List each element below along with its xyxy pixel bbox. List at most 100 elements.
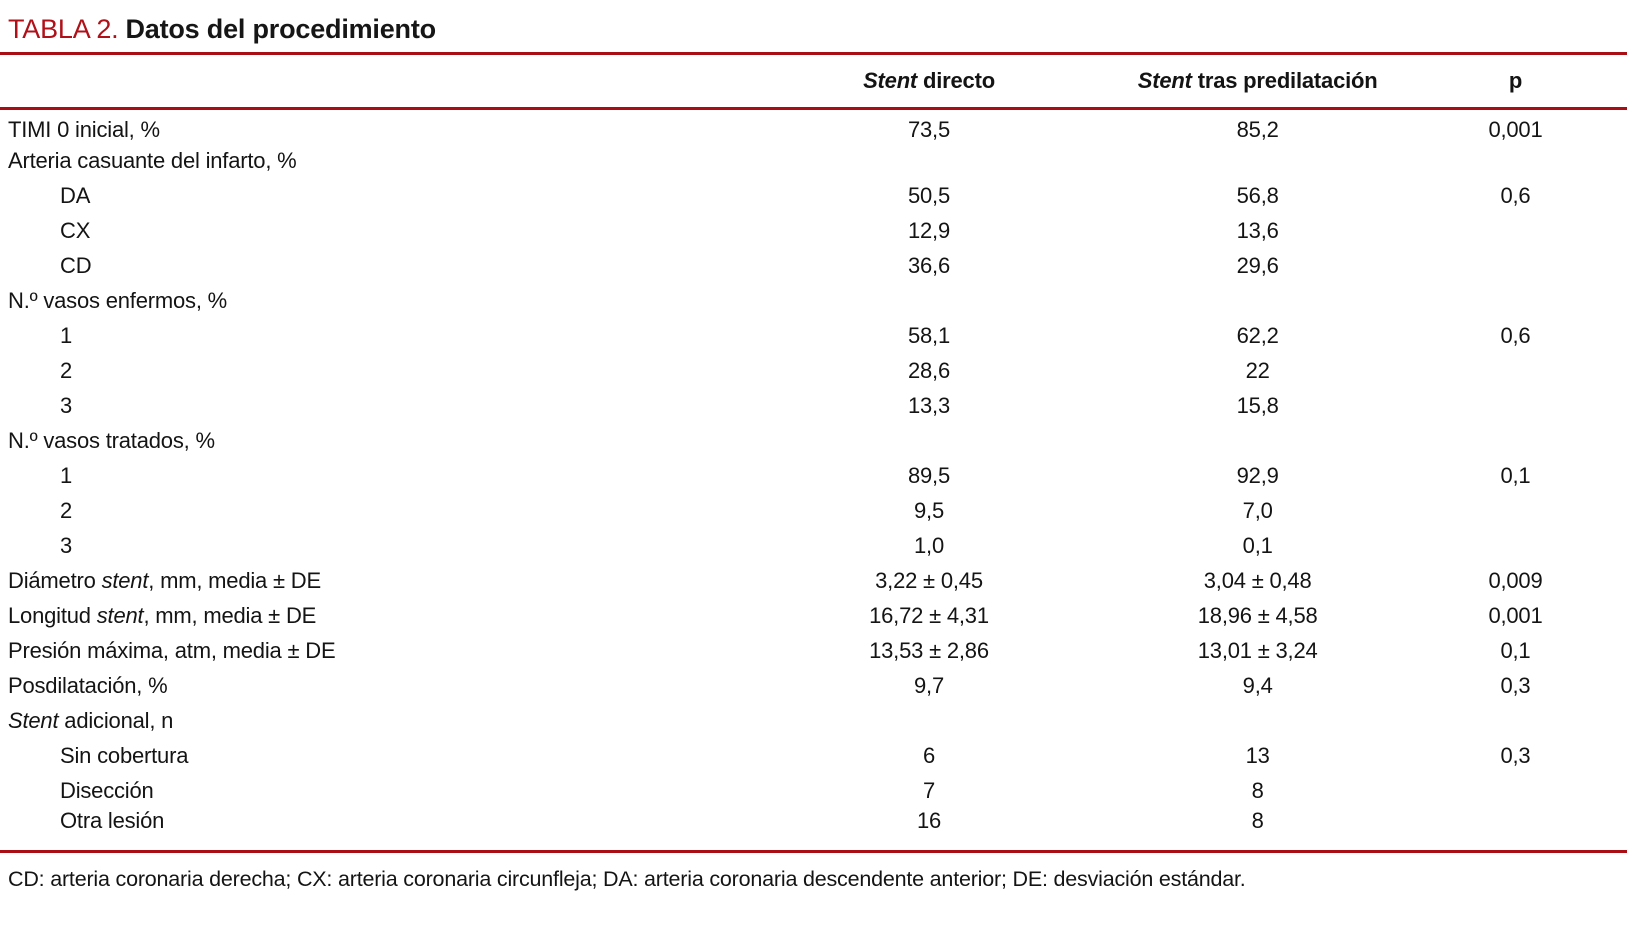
cell-value (1422, 353, 1627, 388)
italic-text-segment: stent (96, 602, 144, 628)
text-segment: Otra lesión (60, 808, 165, 833)
cell-value: 7,0 (1242, 497, 1273, 523)
text-segment: Sin cobertura (60, 742, 189, 768)
row-label: Diámetro stent, mm, media ± DE (0, 563, 765, 598)
row-label: CD (0, 248, 765, 283)
cell-value: 18,96 ± 4,58 (1197, 602, 1318, 628)
text-segment: , mm, media ± DE (143, 602, 317, 628)
cell-value: 58,1 (907, 322, 951, 348)
table-row: Stent adicional, n (0, 703, 1627, 738)
cell-value: 8 (1251, 777, 1264, 803)
table-row: Otra lesión 16 8 (0, 808, 1627, 850)
italic-text-segment: Stent (863, 67, 918, 93)
cell-value: 0,3 (1500, 742, 1531, 768)
cell-value (1093, 283, 1422, 318)
row-label: Sin cobertura (0, 738, 765, 773)
cell-value: 0,009 (1488, 567, 1543, 593)
text-segment: N.º vasos tratados, % (8, 427, 215, 453)
table-row: N.º vasos tratados, % (0, 423, 1627, 458)
cell-value: 85,2 (1236, 116, 1279, 142)
header-spacer-cell (0, 55, 765, 110)
italic-text-segment: Stent (8, 707, 59, 733)
table-row: 2 28,6 22 (0, 353, 1627, 388)
cell-value: 28,6 (907, 357, 951, 383)
table-row: 3 13,3 15,8 (0, 388, 1627, 423)
row-label: TIMI 0 inicial, % (0, 108, 765, 143)
cell-value: 89,5 (907, 462, 951, 488)
cell-value (1422, 423, 1627, 458)
text-segment: tras predilatación (1191, 67, 1378, 93)
cell-value: 13,01 ± 3,24 (1197, 637, 1318, 663)
table-row: CX 12,9 13,6 (0, 213, 1627, 248)
text-segment: Arteria casuante del infarto, % (8, 147, 297, 173)
cell-value (1093, 703, 1422, 738)
cell-value: 12,9 (907, 217, 951, 243)
text-segment: p (1508, 67, 1523, 93)
table-title-text: Datos del procedimiento (125, 14, 436, 44)
cell-value: 9,5 (914, 497, 944, 523)
cell-value (1422, 703, 1627, 738)
cell-value: 29,6 (1236, 252, 1279, 278)
cell-value: 0,3 (1500, 672, 1531, 698)
cell-value (1422, 808, 1627, 850)
table-row: Diámetro stent, mm, media ± DE 3,22 ± 0,4… (0, 563, 1627, 598)
cell-value: 7 (922, 777, 936, 803)
row-label: Disección (0, 773, 765, 808)
table-row: Presión máxima, atm, media ± DE 13,53 ± 2… (0, 633, 1627, 668)
cell-value: 56,8 (1236, 182, 1279, 208)
table-row: Posdilatación, % 9,7 9,4 0,3 (0, 668, 1627, 703)
text-segment: adicional, n (58, 707, 174, 733)
cell-value (1422, 773, 1627, 808)
cell-value: 0,001 (1488, 602, 1543, 628)
table-title: TABLA 2. Datos del procedimiento (0, 0, 1627, 44)
top-rule-divider (0, 52, 1627, 55)
cell-value: 50,5 (907, 182, 951, 208)
cell-value: 0,1 (1242, 532, 1273, 558)
text-segment: 1 (60, 322, 73, 348)
row-label: Otra lesión (0, 808, 765, 850)
table-row: TIMI 0 inicial, % 73,5 85,2 0,001 (0, 108, 1627, 143)
table-row: 3 1,0 0,1 (0, 528, 1627, 563)
row-label: N.º vasos tratados, % (0, 423, 765, 458)
cell-value: 8 (1251, 808, 1264, 833)
text-segment: Disección (60, 777, 154, 803)
text-segment: 3 (60, 392, 73, 418)
cell-value: 73,5 (907, 116, 951, 142)
text-segment: 2 (60, 497, 73, 523)
cell-value: 0,6 (1500, 182, 1531, 208)
table-row: Disección 7 8 (0, 773, 1627, 808)
text-segment: N.º vasos enfermos, % (8, 287, 228, 313)
cell-value (765, 423, 1094, 458)
column-header: Stent tras predilatación (1093, 55, 1422, 110)
column-header: p (1421, 55, 1627, 110)
text-segment: CD (60, 252, 92, 278)
text-segment: Presión máxima, atm, media ± DE (8, 637, 336, 663)
cell-value: 22 (1245, 357, 1270, 383)
cell-value: 13,6 (1236, 217, 1279, 243)
cell-value: 0,6 (1500, 322, 1531, 348)
cell-value: 3,22 ± 0,45 (875, 567, 983, 593)
text-segment: Diámetro (8, 567, 102, 593)
cell-value (765, 283, 1094, 318)
cell-value (765, 143, 1094, 178)
row-label: Longitud stent, mm, media ± DE (0, 598, 765, 633)
row-label: 1 (0, 318, 765, 353)
cell-value: 92,9 (1236, 462, 1279, 488)
row-label: Stent adicional, n (0, 703, 765, 738)
row-label: Arteria casuante del infarto, % (0, 143, 765, 178)
row-label: Presión máxima, atm, media ± DE (0, 633, 765, 668)
cell-value: 1,0 (914, 532, 944, 558)
cell-value: 13 (1245, 742, 1270, 768)
text-segment: Longitud (8, 602, 97, 628)
table-row: CD 36,6 29,6 (0, 248, 1627, 283)
row-label: CX (0, 213, 765, 248)
table-row: 1 58,1 62,2 0,6 (0, 318, 1627, 353)
text-segment: DA (60, 182, 91, 208)
cell-value (1422, 143, 1627, 178)
row-label: DA (0, 178, 765, 213)
text-segment: 1 (60, 462, 73, 488)
cell-value: 16,72 ± 4,31 (869, 602, 989, 628)
cell-value (1093, 423, 1422, 458)
cell-value: 0,001 (1488, 116, 1543, 142)
